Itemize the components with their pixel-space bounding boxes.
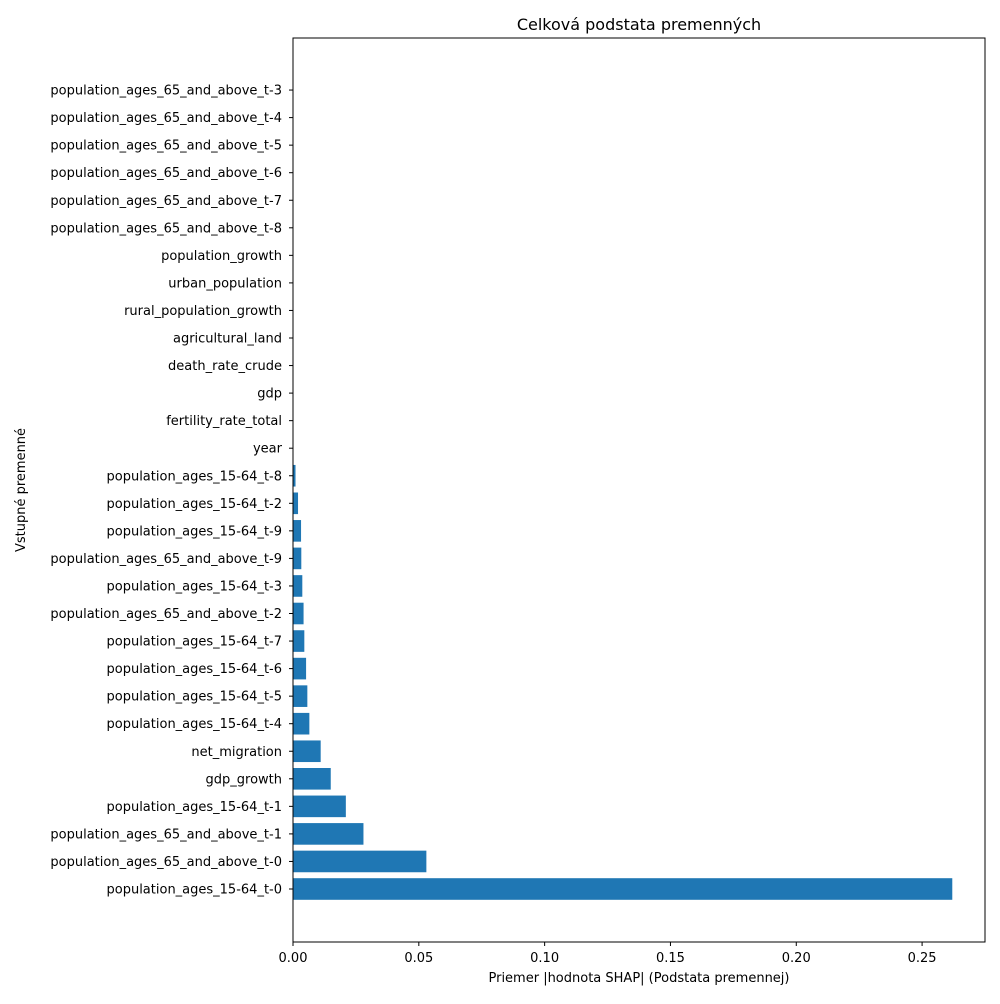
bar-population_ages_15-64_t-3 (293, 575, 303, 597)
bar-population_ages_15-64_t-7 (293, 630, 305, 652)
bar-population_ages_15-64_t-2 (293, 492, 299, 515)
bar-population_ages_65_and_above_t-9 (293, 547, 302, 570)
plot-frame (292, 37, 986, 943)
y-tick-label: population_ages_65_and_above_t-4 (50, 111, 282, 126)
y-tick-label: population_ages_65_and_above_t-3 (50, 84, 282, 99)
y-tick-label: population_growth (161, 249, 282, 264)
y-tick-label: population_ages_15-64_t-9 (107, 524, 283, 539)
y-tick-label: population_ages_65_and_above_t-1 (50, 827, 282, 842)
y-axis-label: Vstupné premenné (14, 428, 29, 552)
y-tick-label: population_ages_65_and_above_t-2 (50, 607, 282, 622)
y-tick-label: rural_population_growth (124, 304, 282, 319)
y-tick-label: population_ages_65_and_above_t-5 (50, 139, 282, 154)
y-tick-label: gdp (257, 387, 282, 402)
bar-net_migration (293, 740, 321, 763)
y-tick-label: net_migration (191, 745, 282, 760)
x-axis-label: Priemer |hodnota SHAP| (Podstata premenn… (488, 971, 789, 986)
bar-population_ages_15-64_t-5 (293, 685, 308, 707)
bar-population_ages_15-64_t-4 (293, 712, 310, 735)
y-tick-label: population_ages_65_and_above_t-6 (50, 166, 282, 181)
y-tick-label: population_ages_65_and_above_t-0 (50, 855, 282, 870)
chart-title: Celková podstata premenných (517, 15, 761, 34)
y-tick-label: death_rate_crude (168, 359, 282, 374)
y-tick-label: population_ages_15-64_t-6 (107, 662, 283, 677)
bar-population_ages_15-64_t-0 (293, 878, 953, 900)
y-tick-label: year (253, 442, 283, 457)
bar-population_ages_15-64_t-8 (293, 464, 296, 487)
bar-population_ages_15-64_t-1 (293, 795, 346, 818)
x-tick-label: 0.00 (279, 951, 308, 966)
bar-population_ages_15-64_t-6 (293, 657, 307, 680)
y-axis-ticks: population_ages_15-64_t-0 population_ages… (50, 84, 293, 898)
y-tick-label: population_ages_15-64_t-2 (107, 497, 283, 512)
y-tick-label: population_ages_15-64_t-4 (107, 717, 283, 732)
y-tick-label: population_ages_15-64_t-8 (107, 469, 283, 484)
y-tick-label: population_ages_65_and_above_t-8 (50, 221, 282, 236)
bar-population_ages_65_and_above_t-1 (293, 823, 364, 845)
y-tick-label: population_ages_15-64_t-1 (107, 800, 283, 815)
x-tick-label: 0.05 (404, 951, 433, 966)
y-tick-label: population_ages_15-64_t-7 (107, 635, 283, 650)
y-tick-label: population_ages_15-64_t-3 (107, 579, 283, 594)
y-tick-label: gdp_growth (206, 772, 283, 787)
x-tick-label: 0.25 (908, 951, 937, 966)
y-tick-label: population_ages_15-64_t-5 (107, 690, 283, 705)
x-tick-label: 0.20 (782, 951, 811, 966)
bar-population_ages_65_and_above_t-2 (293, 602, 304, 625)
y-tick-label: urban_population (168, 276, 282, 291)
y-tick-label: agricultural_land (173, 332, 282, 347)
y-tick-label: fertility_rate_total (166, 414, 282, 429)
bar-gdp_growth (293, 768, 331, 790)
x-tick-label: 0.10 (530, 951, 559, 966)
y-tick-label: population_ages_65_and_above_t-9 (50, 552, 282, 567)
x-axis-ticks: 0.00 0.05 0.10 0.15 0.20 0.25 (279, 942, 937, 966)
bar-population_ages_15-64_t-9 (293, 520, 302, 542)
bars-layer (293, 464, 953, 900)
x-tick-label: 0.15 (656, 951, 685, 966)
y-tick-label: population_ages_65_and_above_t-7 (50, 194, 282, 209)
y-tick-label: population_ages_15-64_t-0 (107, 883, 283, 898)
bar-population_ages_65_and_above_t-0 (293, 850, 427, 873)
